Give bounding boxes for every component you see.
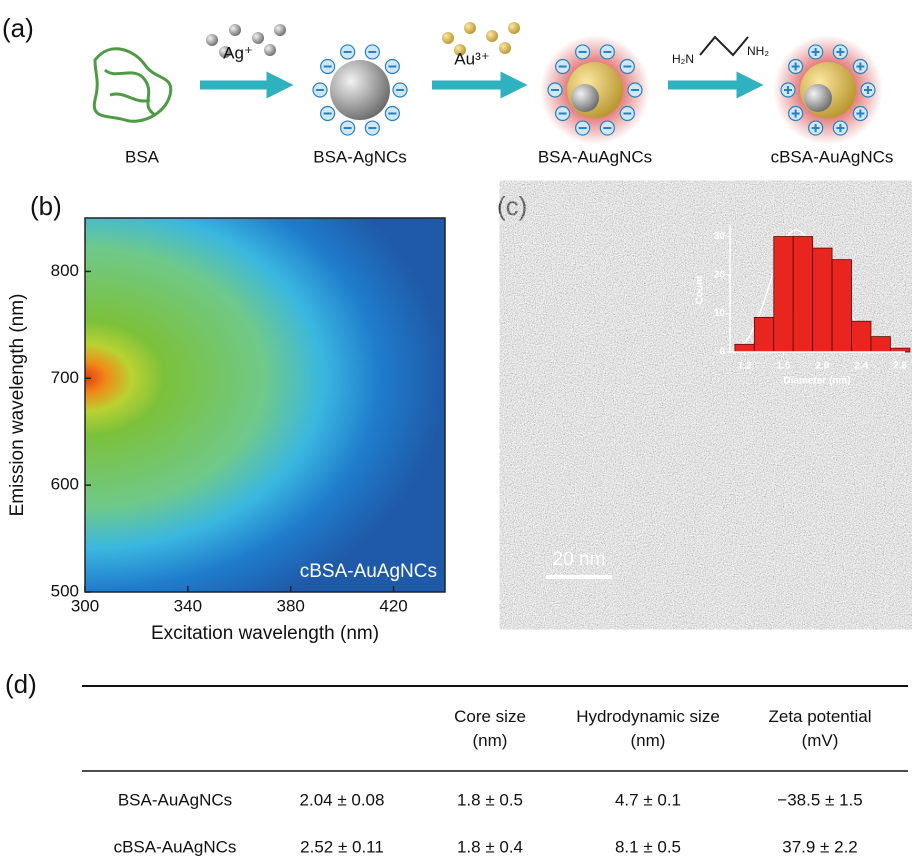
panel-d: (d) Core size(nm) Hydrodynamic size(nm) Ze… (5, 669, 908, 857)
panel-label: (b) (30, 191, 62, 221)
column-header: Core size(nm) (454, 707, 526, 750)
reagent: Au³⁺ (454, 49, 489, 68)
table-cell: 1.8 ± 0.4 (457, 837, 523, 856)
ethylenediamine (700, 37, 748, 55)
table-cell: 1.8 ± 0.5 (457, 790, 523, 809)
figure: (a) Ag⁺ Au³⁺ H₂N NH₂ BSA BSA-AgNCs BSA-A (0, 0, 912, 866)
y-tick-label: 20 (714, 270, 726, 281)
table-cell: −38.5 ± 1.5 (777, 790, 862, 809)
column-header: Zeta potential(mV) (768, 707, 871, 750)
x-tick-label: 420 (379, 596, 407, 615)
stage-label: BSA-AgNCs (313, 147, 407, 166)
table-cell: 2.04 ± 0.08 (300, 790, 385, 809)
x-tick-label: 380 (277, 596, 305, 615)
y-axis-label: Emission wavelength (nm) (7, 294, 28, 517)
x-tick-label: 2.8 (893, 361, 907, 372)
x-axis-label: Diameter (nm) (783, 376, 850, 387)
table-cell: cBSA-AuAgNCs (114, 837, 237, 856)
panel-b: (b) cBSA-AuAgNCs Excitation wavelength (… (0, 78, 465, 678)
stage-label: BSA (125, 147, 160, 166)
y-tick-label: 30 (714, 231, 726, 242)
x-tick-label: 1.6 (777, 361, 791, 372)
y-tick-label: 0 (719, 347, 725, 358)
bar (754, 317, 773, 352)
x-tick-label: 2.4 (854, 361, 868, 372)
cluster (571, 84, 599, 112)
y-tick-label: 10 (714, 308, 726, 319)
bar (832, 260, 851, 352)
panel-c: (c) 20 nm Diameter (nm) Count 1.2 1.6 2.0 2… (497, 191, 910, 592)
reagent: Ag⁺ (223, 43, 253, 62)
y-tick-label: 500 (51, 581, 79, 600)
stage-label: cBSA-AuAgNCs (771, 147, 894, 166)
annotation: cBSA-AuAgNCs (300, 561, 437, 582)
panel-label: (c) (497, 191, 527, 221)
table-cell: 8.1 ± 0.5 (615, 837, 681, 856)
x-axis-label: Excitation wavelength (nm) (151, 623, 379, 644)
bar (793, 237, 812, 352)
scale-label: 20 nm (553, 549, 606, 570)
x-tick-label: 1.2 (738, 361, 752, 372)
y-axis-label: Count (695, 275, 706, 305)
column-header: Hydrodynamic size(nm) (576, 707, 720, 750)
cluster (804, 84, 832, 112)
x-tick-label: 2.0 (815, 361, 829, 372)
panel-a: (a) Ag⁺ Au³⁺ H₂N NH₂ BSA BSA-AgNCs BSA-A (2, 13, 893, 167)
bar (735, 344, 754, 352)
stage-label: BSA-AuAgNCs (538, 147, 652, 166)
ligand: H₂N (672, 52, 694, 66)
ligand: NH₂ (747, 44, 769, 58)
x-tick-label: 340 (174, 596, 202, 615)
bar (871, 337, 890, 352)
y-tick-label: 700 (51, 368, 79, 387)
table-cell: 2.52 ± 0.11 (300, 837, 384, 856)
cluster (330, 60, 390, 120)
y-tick-label: 800 (51, 261, 79, 280)
protein-icon (94, 49, 171, 121)
panel-label: (a) (2, 13, 34, 43)
y-tick-label: 600 (51, 475, 79, 494)
bar (774, 237, 793, 352)
bar (852, 321, 871, 352)
table-cell: 37.9 ± 2.2 (782, 837, 858, 856)
bar (813, 248, 832, 352)
table-cell: BSA-AuAgNCs (118, 790, 232, 809)
table-cell: 4.7 ± 0.1 (615, 790, 681, 809)
panel-label: (d) (5, 669, 37, 699)
